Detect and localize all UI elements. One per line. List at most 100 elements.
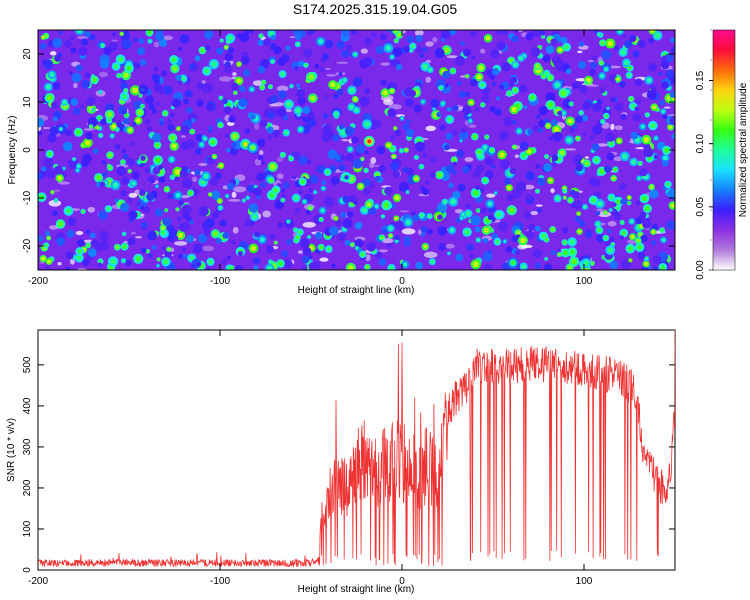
heatmap-cell-core xyxy=(287,220,290,223)
heatmap-cell xyxy=(507,194,514,202)
heatmap-cell xyxy=(671,133,675,139)
heatmap-cell xyxy=(576,160,581,166)
heatmap-cell-core xyxy=(563,196,566,199)
heatmap-cell-core xyxy=(606,107,610,110)
heatmap-cell-core xyxy=(567,265,572,270)
heatmap-cell-core xyxy=(650,30,655,33)
heatmap-cell xyxy=(513,30,519,34)
heatmap-x-label: Height of straight line (km) xyxy=(298,285,415,296)
heatmap-cell xyxy=(575,154,583,162)
heatmap-cell xyxy=(194,55,201,62)
heatmap-cell xyxy=(256,172,265,182)
heatmap-cell-core xyxy=(76,129,81,135)
heatmap-cell xyxy=(412,214,420,222)
heatmap-cell xyxy=(277,57,286,66)
heatmap-cell-core xyxy=(126,65,132,71)
heatmap-cell-low xyxy=(111,39,118,42)
heatmap-cell-core xyxy=(172,66,178,72)
heatmap-cell xyxy=(459,130,469,141)
heatmap-cell xyxy=(159,120,165,126)
heatmap-cell xyxy=(322,113,329,119)
heatmap-y-tick-label: 20 xyxy=(22,48,33,60)
heatmap-cell-core xyxy=(296,42,300,46)
heatmap-cell-core xyxy=(604,211,607,214)
heatmap-cell xyxy=(455,55,465,66)
heatmap-cell xyxy=(212,211,220,219)
heatmap-cell-core xyxy=(381,215,385,218)
heatmap-cell-core xyxy=(629,97,633,101)
heatmap-cell xyxy=(344,126,355,136)
heatmap-cell xyxy=(120,190,127,197)
heatmap-cell xyxy=(491,164,496,169)
heatmap-cell xyxy=(269,234,276,240)
heatmap-cell xyxy=(340,211,347,218)
heatmap-cell xyxy=(378,258,387,266)
heatmap-cell-core xyxy=(443,200,447,204)
heatmap-cell-core xyxy=(650,123,656,129)
heatmap-cell-core xyxy=(517,129,522,134)
heatmap-cell-low xyxy=(83,128,95,131)
heatmap-cell-core xyxy=(478,65,484,71)
heatmap-cell-core xyxy=(234,91,237,95)
snr-y-tick-label: 200 xyxy=(22,479,33,496)
heatmap-cell xyxy=(641,219,652,229)
heatmap-cell-core xyxy=(599,73,605,79)
heatmap-cell-core xyxy=(178,232,184,238)
heatmap-cell-core xyxy=(230,266,234,269)
heatmap-cell xyxy=(227,47,235,54)
heatmap-cell xyxy=(389,161,399,171)
snr-y-tick-label: 300 xyxy=(22,438,33,455)
heatmap-cell-core xyxy=(485,35,491,41)
heatmap-cell-core xyxy=(583,205,587,209)
heatmap-cell xyxy=(578,61,587,69)
heatmap-cell xyxy=(158,176,166,183)
heatmap-cell xyxy=(557,110,563,116)
heatmap-cell-low xyxy=(98,71,108,78)
heatmap-cell xyxy=(194,169,201,176)
heatmap-cell xyxy=(665,69,674,79)
heatmap-cell xyxy=(468,253,474,259)
heatmap-cell xyxy=(137,47,146,56)
heatmap-cell xyxy=(437,214,443,220)
heatmap-cell xyxy=(141,221,148,229)
heatmap-cell xyxy=(456,149,465,158)
heatmap-cell xyxy=(635,216,643,225)
heatmap-cell-core xyxy=(452,157,457,162)
heatmap-cell xyxy=(579,85,588,94)
heatmap-cell xyxy=(208,125,213,130)
heatmap-cell xyxy=(444,144,450,151)
heatmap-cell xyxy=(250,114,256,120)
heatmap-cell xyxy=(161,70,167,77)
heatmap-cell xyxy=(501,62,511,72)
heatmap-cell xyxy=(355,221,363,230)
heatmap-cell xyxy=(226,148,231,153)
heatmap-cell-core xyxy=(353,52,357,57)
heatmap-cell-core xyxy=(617,139,622,143)
heatmap-cell xyxy=(171,98,182,108)
heatmap-cell xyxy=(394,235,400,241)
heatmap-cell xyxy=(260,182,266,188)
heatmap-cell xyxy=(444,83,449,88)
heatmap-cell xyxy=(75,64,83,72)
heatmap-cell-core xyxy=(437,172,442,178)
heatmap-cell-core xyxy=(77,249,83,254)
heatmap-cell xyxy=(298,189,303,195)
heatmap-cell-core xyxy=(246,196,250,200)
heatmap-cell-core xyxy=(402,262,408,267)
heatmap-cell-core xyxy=(116,128,119,131)
heatmap-cell-low xyxy=(577,50,583,54)
heatmap-cell-low xyxy=(486,193,496,198)
heatmap-cell-core xyxy=(617,30,623,34)
heatmap-cell xyxy=(182,253,188,259)
heatmap-cell xyxy=(364,88,370,94)
heatmap-cell xyxy=(384,186,393,196)
heatmap-cell-core xyxy=(513,88,518,93)
heatmap-cell xyxy=(306,159,312,165)
heatmap-cell xyxy=(346,211,354,218)
heatmap-cell xyxy=(661,160,669,167)
heatmap-cell xyxy=(389,134,395,140)
snr-x-tick-label: -200 xyxy=(28,576,48,587)
heatmap-cell-core xyxy=(361,157,364,161)
heatmap-cell-core xyxy=(62,167,66,170)
heatmap-cell-core xyxy=(511,106,517,113)
